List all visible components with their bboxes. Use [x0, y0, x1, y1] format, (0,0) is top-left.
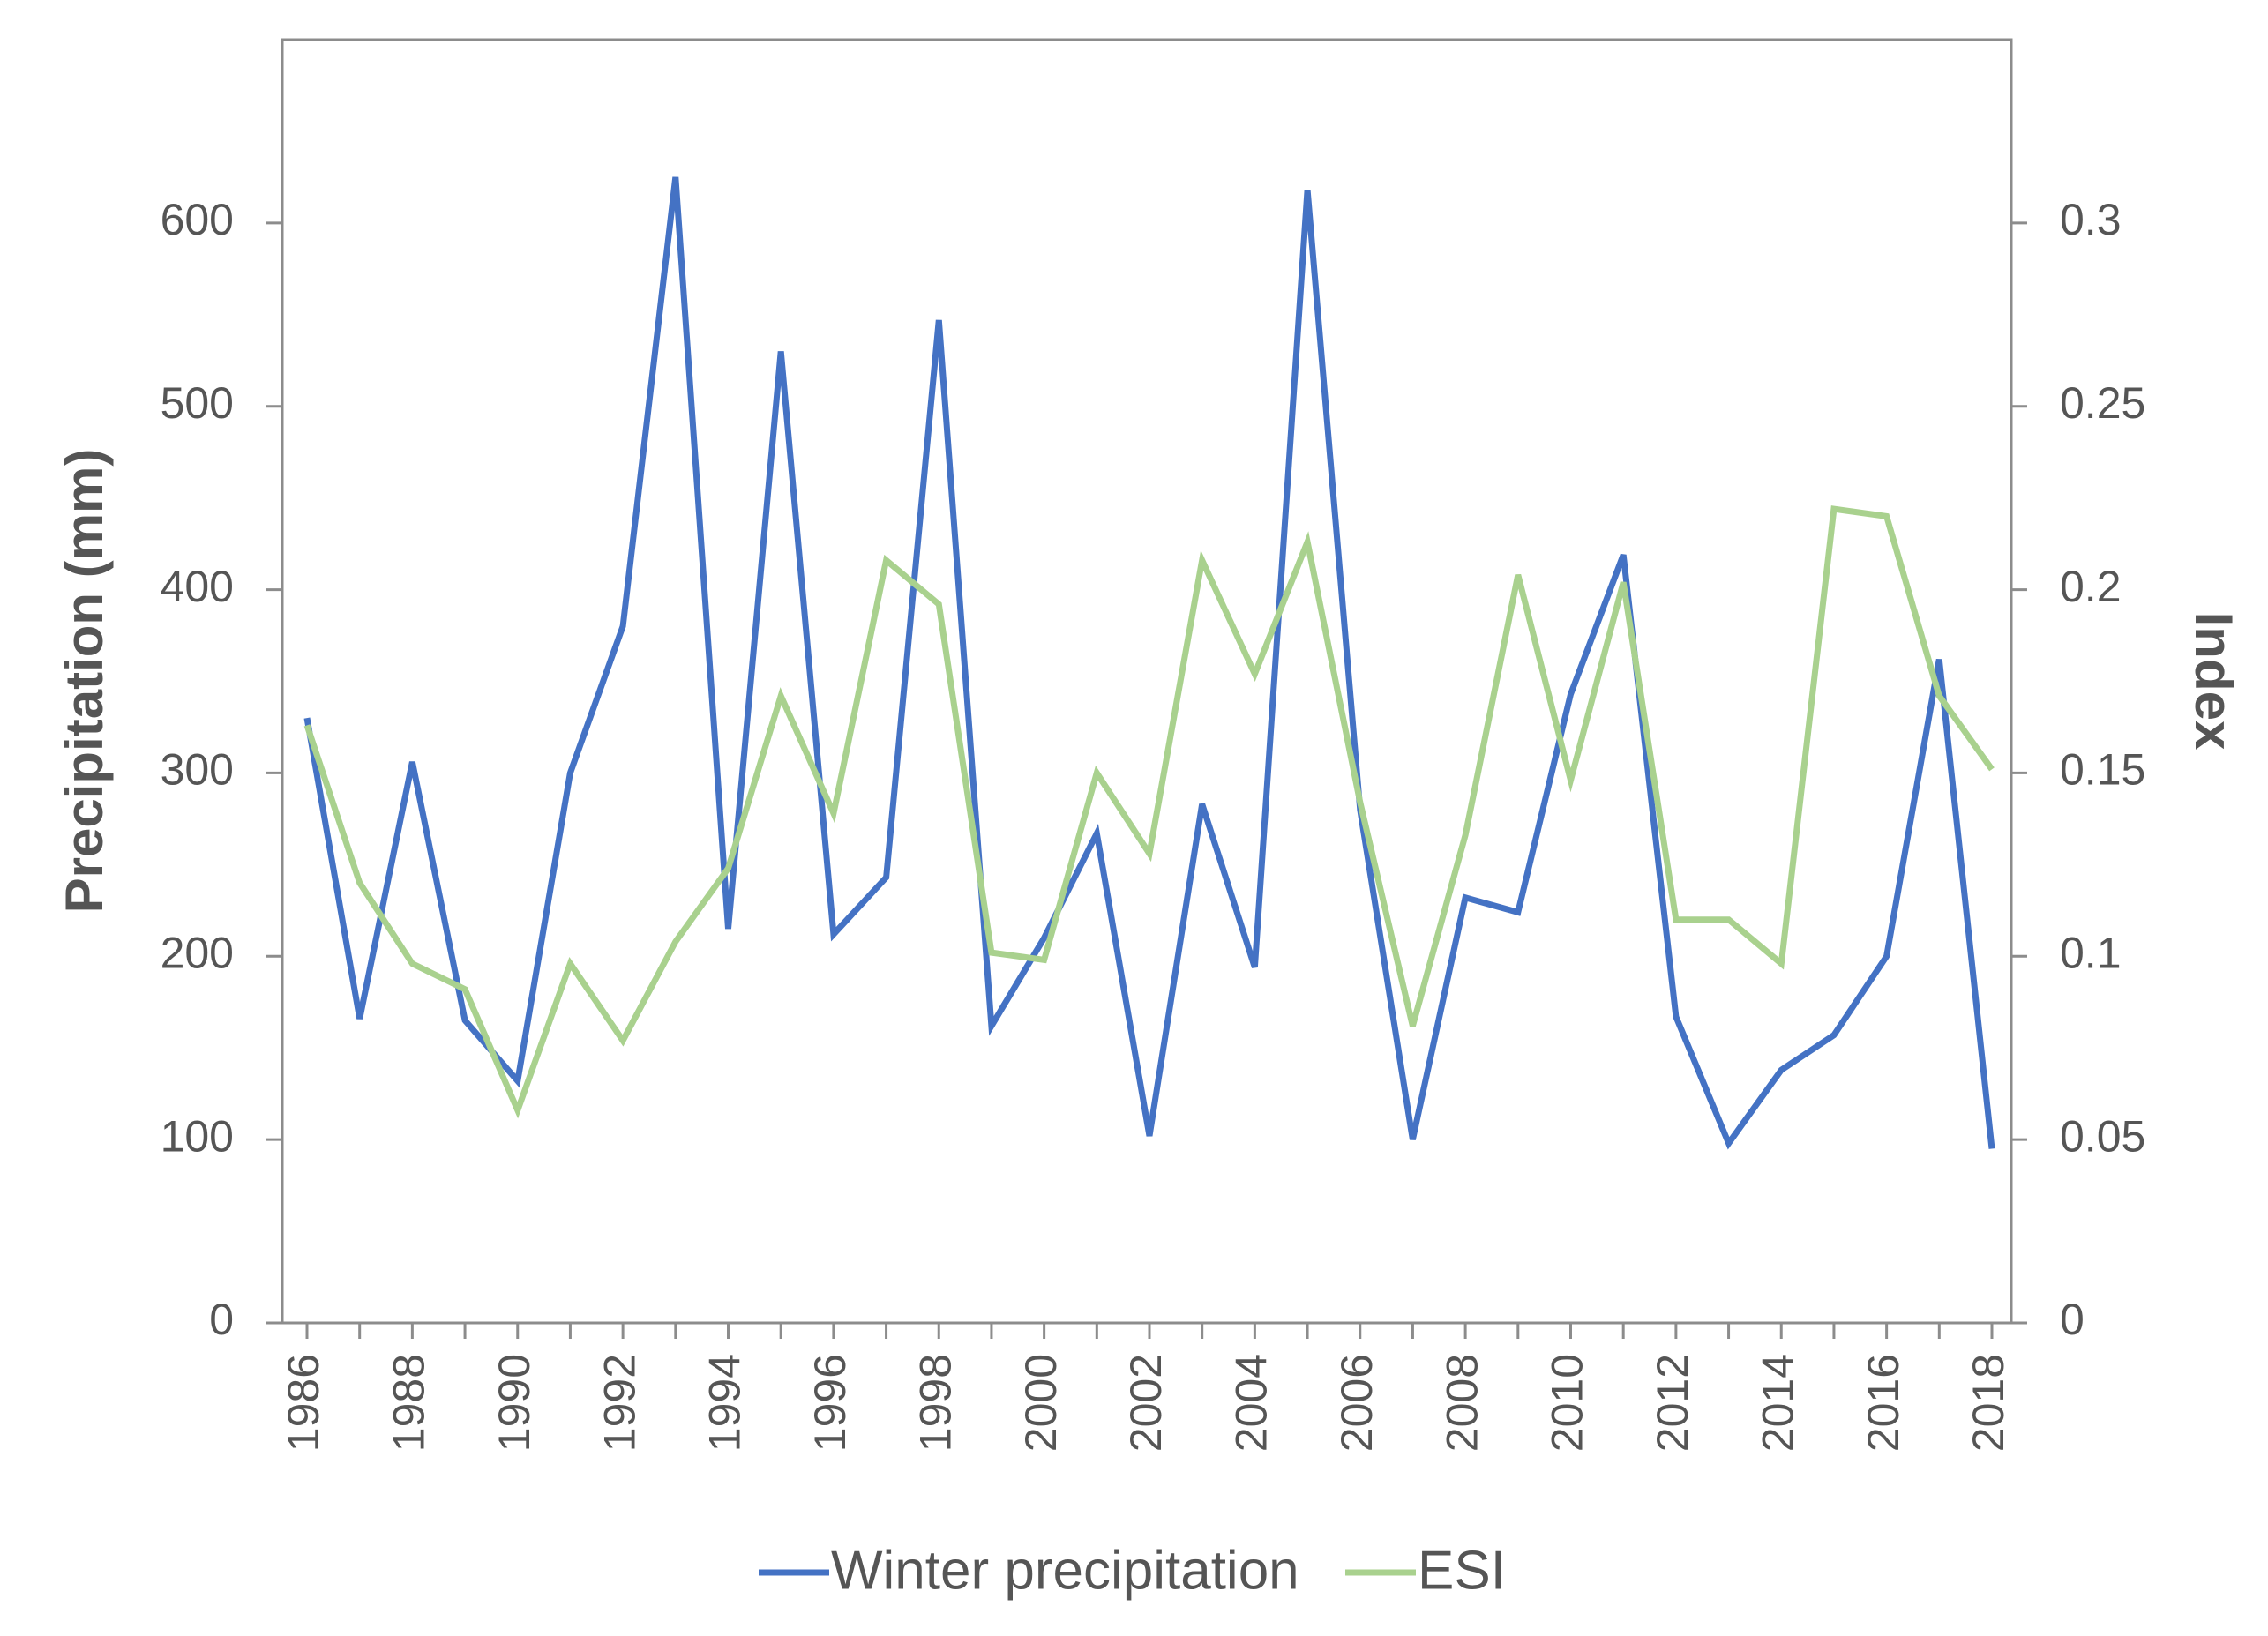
legend-label-esi: ESI	[1418, 1540, 1506, 1601]
y-left-tick-label: 400	[161, 562, 234, 611]
y-right-tick-label: 0.3	[2060, 195, 2122, 244]
x-tick-label: 2012	[1648, 1354, 1697, 1452]
y-right-tick-label: 0.05	[2060, 1111, 2145, 1161]
y-left-tick-label: 100	[161, 1111, 234, 1161]
x-tick-label: 2016	[1859, 1354, 1908, 1452]
y-left-tick-label: 600	[161, 195, 234, 244]
x-tick-label: 1996	[805, 1354, 855, 1452]
y-right-tick-label: 0.2	[2060, 562, 2122, 611]
x-tick-label: 2018	[1964, 1354, 2013, 1452]
x-tick-label: 2004	[1227, 1354, 1276, 1452]
y-right-tick-label: 0.1	[2060, 928, 2122, 977]
y-left-tick-label: 300	[161, 745, 234, 795]
x-tick-label: 1994	[700, 1354, 750, 1452]
legend: Winter precipitation ESI	[759, 1540, 1506, 1601]
x-tick-label: 2014	[1753, 1354, 1802, 1452]
x-tick-label: 1986	[279, 1354, 328, 1452]
y-axis-right-ticks: 0 0.05 0.1 0.15 0.2 0.25 0.3	[2011, 195, 2145, 1344]
x-tick-label: 2010	[1543, 1354, 1592, 1452]
y-left-tick-label: 0	[209, 1295, 234, 1344]
y-axis-left-title: Precipitation (mm)	[55, 449, 114, 914]
x-axis-ticks: 1986 1988 1990 1992 1994 1996 1998 2000 2002 2004…	[279, 1323, 2013, 1452]
series-lines	[303, 176, 1995, 1150]
x-tick-label: 2008	[1437, 1354, 1486, 1452]
plot-frame	[281, 38, 2013, 1325]
y-right-tick-label: 0.25	[2060, 378, 2145, 428]
x-tick-label: 2000	[1016, 1354, 1066, 1452]
legend-label-winter-precipitation: Winter precipitation	[831, 1540, 1299, 1601]
x-tick-label: 1998	[910, 1354, 960, 1452]
y-right-tick-label: 0	[2060, 1295, 2085, 1344]
y-right-tick-label: 0.15	[2060, 745, 2145, 795]
x-tick-label: 2006	[1332, 1354, 1381, 1452]
x-tick-label: 1992	[595, 1354, 644, 1452]
y-axis-right-title: Index	[2184, 612, 2243, 751]
y-left-tick-label: 200	[161, 928, 234, 977]
series-line-esi	[303, 505, 1995, 1119]
series-line-winter-precipitation	[303, 176, 1995, 1150]
x-tick-label: 1990	[490, 1354, 539, 1452]
y-left-tick-label: 500	[161, 378, 234, 428]
y-axis-left-ticks: 0 100 200 300 400 500 600	[161, 195, 282, 1344]
x-tick-label: 2002	[1121, 1354, 1171, 1452]
x-tick-label: 1988	[385, 1354, 434, 1452]
